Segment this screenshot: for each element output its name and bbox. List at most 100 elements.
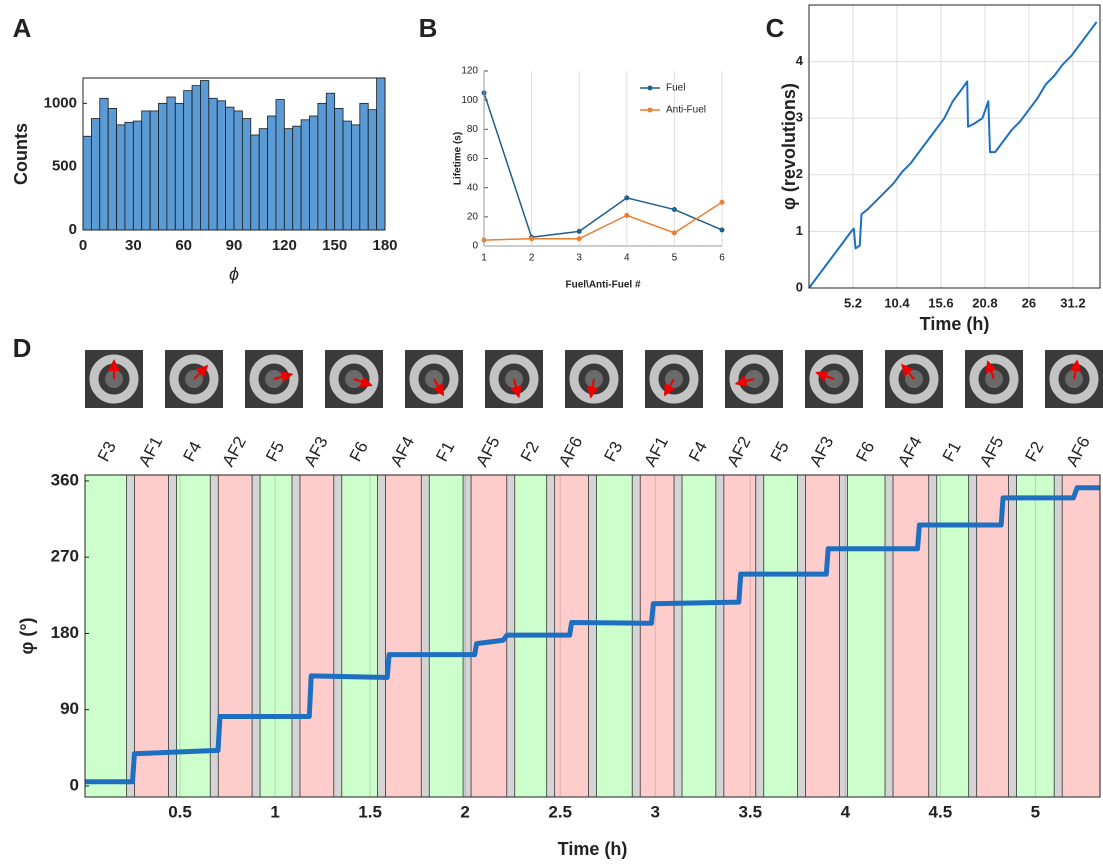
x-axis-label: Fuel\Anti-Fuel # <box>566 280 641 291</box>
y-tick-label: 500 <box>52 158 77 175</box>
buffer-strip <box>756 475 764 797</box>
histogram-bar <box>259 129 267 230</box>
histogram-bar <box>150 111 158 230</box>
y-axis-label: Counts <box>11 123 31 185</box>
data-point <box>720 227 725 232</box>
y-tick-label: 270 <box>51 547 79 566</box>
buffer-strip <box>589 475 597 797</box>
band-label: F5 <box>262 438 288 464</box>
histogram-bar <box>133 121 141 230</box>
band-label: F2 <box>1021 438 1047 464</box>
y-tick-label: 0 <box>70 775 79 794</box>
x-tick-label: 2 <box>529 253 535 264</box>
band <box>131 475 173 797</box>
y-tick-label: 0 <box>69 221 77 238</box>
legend-label: Fuel <box>666 83 685 94</box>
x-tick-label: 26 <box>1022 295 1036 310</box>
y-tick-label: 60 <box>467 153 479 164</box>
histogram-bar <box>117 125 125 230</box>
histogram-bar <box>368 110 376 230</box>
x-axis-label: Time (h) <box>558 839 628 859</box>
histogram-bar <box>377 78 385 230</box>
x-tick-label: 30 <box>125 237 142 254</box>
buffer-strip <box>798 475 806 797</box>
data-point <box>577 236 582 241</box>
histogram-bar <box>159 103 167 230</box>
histogram-bar <box>142 111 150 230</box>
y-tick-label: 100 <box>461 95 478 106</box>
band-label: F4 <box>685 438 711 464</box>
x-tick-label: 4 <box>624 253 630 264</box>
x-tick-label: 150 <box>322 237 347 254</box>
band <box>593 475 637 797</box>
panel-label: A <box>13 13 32 43</box>
panel: C012345.210.415.620.82631.2Time (h)φ (re… <box>766 5 1100 334</box>
data-point <box>624 213 629 218</box>
y-tick-label: 1000 <box>44 94 77 111</box>
x-tick-label: 180 <box>372 237 397 254</box>
x-tick-label: 1 <box>481 253 487 264</box>
y-tick-label: 80 <box>467 124 479 135</box>
x-tick-label: 2.5 <box>548 802 572 821</box>
x-tick-label: 0.5 <box>168 802 192 821</box>
band <box>843 475 889 797</box>
buffer-strip <box>1054 475 1062 797</box>
band-label: F4 <box>179 438 205 464</box>
panel-label: D <box>13 333 32 363</box>
band-label: AF4 <box>387 433 418 469</box>
band-label: F3 <box>94 438 120 464</box>
data-point <box>720 200 725 205</box>
histogram-bar <box>251 135 259 230</box>
band-label: AF3 <box>300 433 331 469</box>
band-label: AF6 <box>555 433 586 469</box>
band-label: AF1 <box>135 433 166 469</box>
histogram-bar <box>326 93 334 230</box>
band-label: AF1 <box>641 433 672 469</box>
buffer-strip <box>127 475 135 797</box>
band-label: F1 <box>432 438 458 464</box>
histogram-bar <box>167 97 175 230</box>
x-tick-label: 1.5 <box>358 802 382 821</box>
y-axis-label: φ (revolutions) <box>779 83 799 210</box>
buffer-strip <box>292 475 300 797</box>
x-tick-label: 3 <box>650 802 659 821</box>
legend-marker <box>648 108 653 113</box>
histogram-bar <box>360 103 368 230</box>
x-tick-label: 4.5 <box>929 802 953 821</box>
histogram-bar <box>335 108 343 230</box>
buffer-strip <box>839 475 847 797</box>
y-tick-label: 1 <box>796 223 803 238</box>
band <box>636 475 678 797</box>
x-tick-label: 90 <box>226 237 243 254</box>
y-tick-label: 90 <box>60 699 79 718</box>
histogram-bar <box>318 103 326 230</box>
buffer-strip <box>378 475 386 797</box>
y-tick-label: 180 <box>51 623 79 642</box>
data-point <box>672 230 677 235</box>
x-tick-label: 5.2 <box>844 295 862 310</box>
panel: B020406080100120123456FuelAnti-FuelFuel\… <box>419 13 726 291</box>
histogram-bar <box>91 119 99 230</box>
y-tick-label: 120 <box>461 66 478 77</box>
x-tick-label: 60 <box>175 237 192 254</box>
band <box>85 475 131 797</box>
buffer-strip <box>674 475 682 797</box>
band-label: F1 <box>939 438 965 464</box>
buffer-strip <box>632 475 640 797</box>
band <box>425 475 467 797</box>
histogram-bar <box>209 98 217 230</box>
band-label: AF5 <box>976 433 1007 469</box>
data-point <box>624 195 629 200</box>
y-tick-label: 40 <box>467 182 479 193</box>
band <box>678 475 720 797</box>
x-tick-label: 5 <box>672 253 678 264</box>
band <box>720 475 760 797</box>
histogram-bar <box>301 120 309 230</box>
histogram-bar <box>276 100 284 230</box>
y-tick-label: 4 <box>796 53 804 68</box>
band-label: AF3 <box>806 433 837 469</box>
histogram-bar <box>108 108 116 230</box>
buffer-strip <box>252 475 260 797</box>
buffer-strip <box>334 475 342 797</box>
band <box>802 475 844 797</box>
